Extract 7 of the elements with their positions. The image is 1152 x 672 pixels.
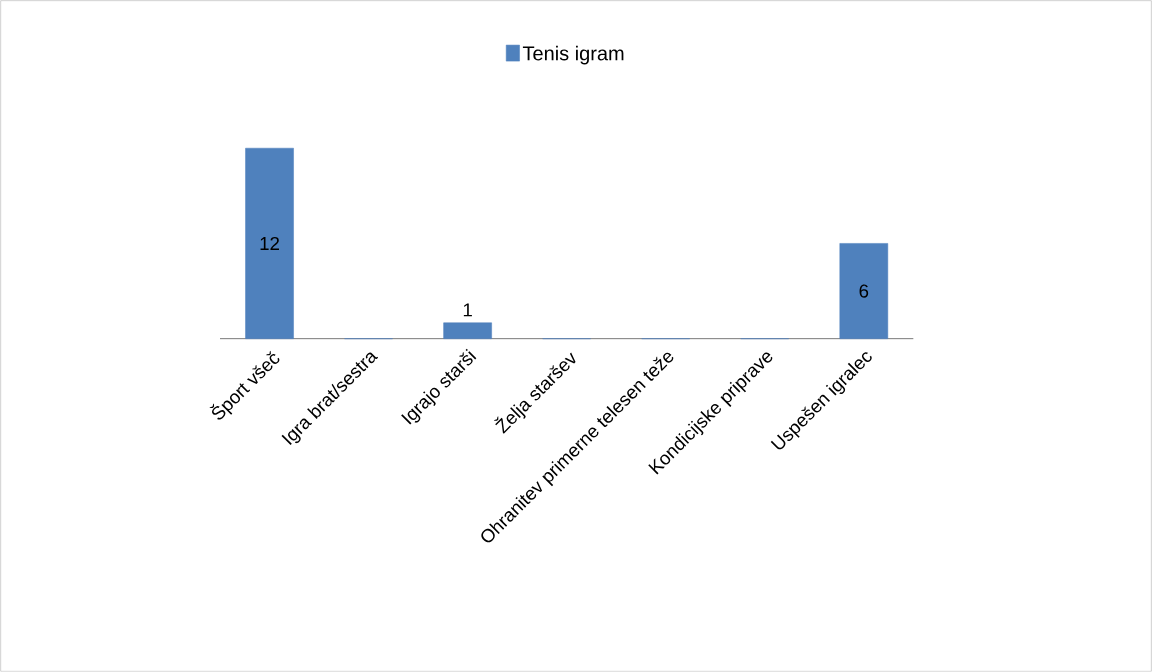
bar bbox=[443, 322, 492, 339]
legend-label: Tenis igram bbox=[522, 45, 624, 65]
data-label: 12 bbox=[260, 236, 279, 250]
bar bbox=[839, 243, 889, 339]
bar bbox=[245, 147, 294, 339]
data-label: 1 bbox=[463, 303, 472, 317]
data-label: 6 bbox=[859, 284, 869, 298]
